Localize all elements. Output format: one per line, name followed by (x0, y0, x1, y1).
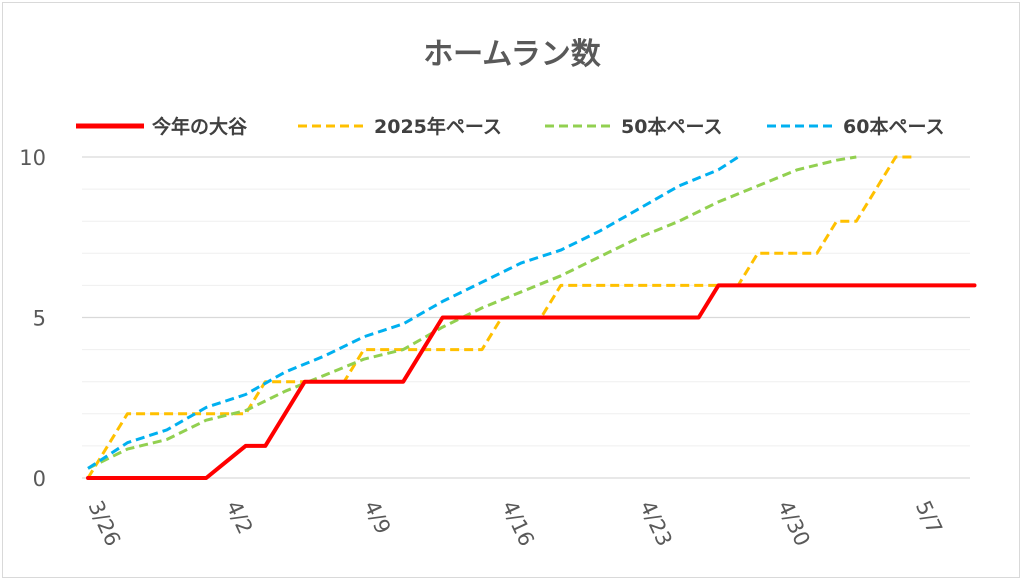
legend-label: 2025年ペース (374, 115, 502, 138)
legend-item: 今年の大谷 (76, 115, 248, 138)
y-tick-label: 5 (33, 307, 46, 331)
series-lines (86, 155, 977, 480)
legend-item: 50本ペース (545, 115, 723, 138)
x-tick-label: 4/23 (635, 497, 677, 550)
series-line-1 (86, 283, 977, 480)
series-line-2 (86, 155, 916, 479)
x-tick-label: 4/16 (497, 497, 539, 550)
y-tick-label: 0 (33, 467, 46, 491)
y-tick-label: 10 (19, 146, 46, 170)
series-line-3 (87, 155, 857, 470)
chart-title: ホームラン数 (423, 37, 602, 72)
x-tick-label: 4/9 (359, 497, 395, 538)
series-line-4 (87, 155, 739, 470)
legend-label: 60本ペース (843, 115, 945, 138)
x-tick-label: 4/30 (773, 497, 815, 550)
legend-label: 50本ペース (621, 115, 723, 138)
legend-item: 60本ペース (767, 115, 945, 138)
x-tick-label: 4/2 (221, 497, 257, 538)
x-tick-label: 3/26 (83, 497, 125, 550)
legend: 今年の大谷 2025年ペース 50本ペース 60本ペース (76, 115, 945, 138)
legend-item: 2025年ペース (298, 115, 502, 138)
x-tick-label: 5/7 (911, 497, 947, 538)
y-axis-ticks: 0 5 10 (19, 146, 46, 491)
x-axis-ticks: 3/26 4/2 4/9 4/16 4/23 4/30 5/7 (83, 497, 946, 550)
legend-label: 今年の大谷 (151, 115, 248, 138)
